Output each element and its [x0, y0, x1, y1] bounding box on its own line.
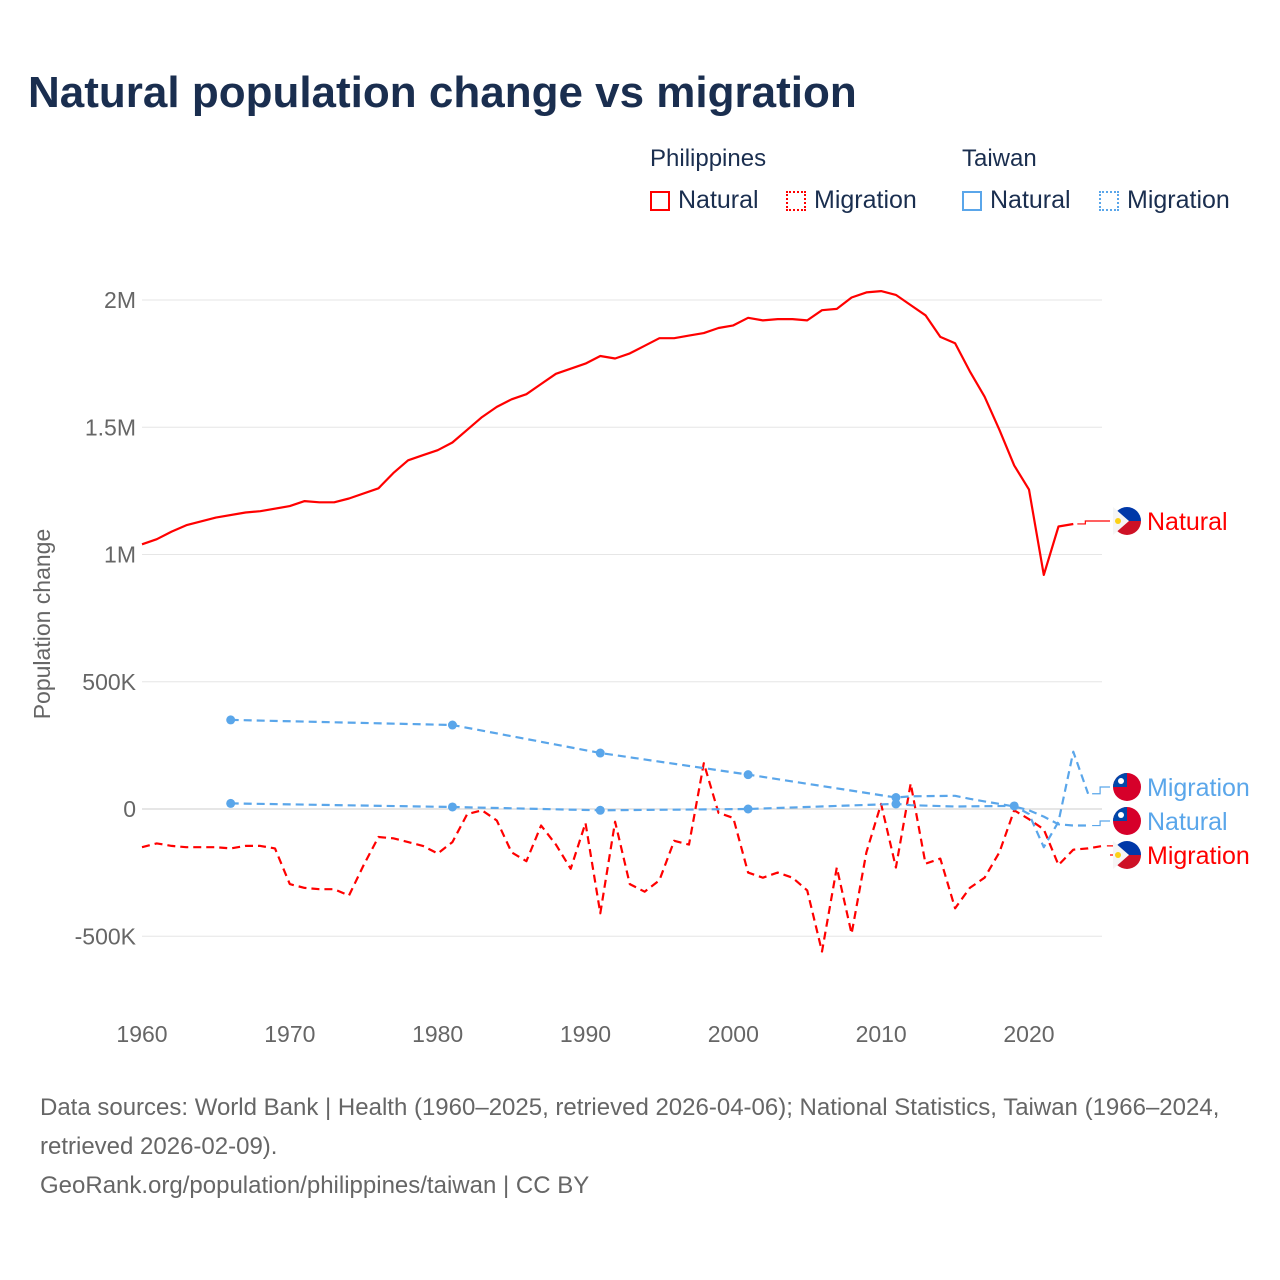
chart-title: Natural population change vs migration	[28, 68, 857, 117]
flag-sun-icon	[1118, 812, 1124, 818]
legend-taiwan-migration[interactable]: Migration	[1099, 186, 1230, 215]
y-tick-label: 1.5M	[85, 414, 136, 440]
data-point	[447, 720, 457, 730]
legend-swatch-dotted	[1099, 190, 1119, 211]
data-point	[891, 793, 901, 803]
x-tick-label: 2010	[856, 1021, 907, 1047]
x-tick-label: 1970	[264, 1021, 315, 1047]
flag-sun-icon	[1115, 852, 1121, 858]
legend-philippines-natural[interactable]: Natural	[650, 186, 759, 215]
legend-label: Migration	[814, 186, 917, 214]
legend-group-taiwan: Taiwan	[962, 145, 1037, 172]
legend-swatch-solid	[650, 190, 670, 211]
label-connector	[1092, 786, 1110, 795]
y-tick-label: -500K	[75, 923, 137, 949]
legend-swatch-solid	[962, 190, 982, 211]
data-point	[226, 798, 236, 808]
data-point	[743, 804, 753, 814]
legend-label: Natural	[678, 186, 759, 214]
x-tick-label: 2020	[1003, 1021, 1054, 1047]
legend-taiwan-natural[interactable]: Natural	[962, 186, 1071, 215]
y-axis-label: Population change	[29, 529, 55, 720]
label-connector	[1077, 520, 1110, 525]
legend-label: Migration	[1127, 186, 1230, 214]
series-line-taiwan-natural	[230, 718, 1089, 827]
data-point	[226, 715, 236, 725]
data-sources: Data sources: World Bank | Health (1960–…	[40, 1094, 1220, 1160]
credit-link[interactable]: GeoRank.org/population/philippines/taiwa…	[40, 1172, 590, 1199]
end-label-taiwan-natural: Natural	[1147, 808, 1228, 836]
data-point	[447, 802, 457, 812]
series-line-taiwan-migration	[230, 750, 1090, 849]
data-point	[1009, 801, 1019, 811]
end-label-taiwan-migration: Migration	[1147, 774, 1250, 802]
legend-philippines-migration[interactable]: Migration	[786, 186, 917, 215]
legend-swatch-dotted	[786, 190, 806, 211]
data-point	[743, 770, 753, 780]
x-tick-label: 2000	[708, 1021, 759, 1047]
end-label-philippines-migration: Migration	[1147, 842, 1250, 870]
x-tick-label: 1990	[560, 1021, 611, 1047]
legend-label: Natural	[990, 186, 1071, 214]
x-tick-label: 1980	[412, 1021, 463, 1047]
label-connector	[1092, 820, 1110, 827]
data-point	[595, 748, 605, 758]
flag-sun-icon	[1115, 518, 1121, 524]
series-line-philippines-migration	[141, 762, 1104, 953]
data-point	[891, 799, 901, 809]
legend-group-philippines: Philippines	[650, 145, 767, 172]
data-point	[595, 805, 605, 815]
footer: Data sources: World Bank | Health (1960–…	[40, 1088, 1250, 1205]
y-tick-label: 1M	[104, 542, 136, 568]
y-tick-label: 500K	[82, 669, 136, 695]
series-line-philippines-natural	[141, 290, 1074, 577]
y-tick-label: 0	[123, 796, 136, 822]
end-label-philippines-natural: Natural	[1147, 508, 1228, 536]
x-tick-label: 1960	[116, 1021, 167, 1047]
flag-sun-icon	[1118, 778, 1124, 784]
y-tick-label: 2M	[104, 287, 136, 313]
